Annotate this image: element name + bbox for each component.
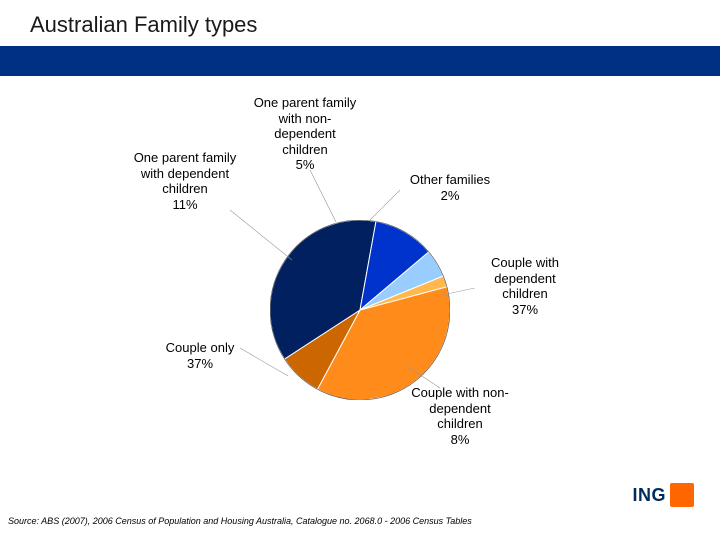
title-band <box>0 46 720 76</box>
slice-label: Couple only37% <box>155 340 245 371</box>
slice-label: Couple withdependentchildren37% <box>470 255 580 317</box>
logo-text: ING <box>632 485 666 506</box>
slice-label: One parent familywith non-dependentchild… <box>235 95 375 173</box>
source-citation: Source: ABS (2007), 2006 Census of Popul… <box>8 516 472 526</box>
ing-logo: ING <box>614 480 694 510</box>
slice-label: One parent familywith dependentchildren1… <box>115 150 255 212</box>
logo-icon <box>670 483 694 507</box>
pie-chart-area: Couple withdependentchildren37% Couple wi… <box>0 90 720 450</box>
slice-label: Couple with non-dependentchildren8% <box>395 385 525 447</box>
slide-title: Australian Family types <box>30 12 257 38</box>
slice-label: Other families2% <box>395 172 505 203</box>
